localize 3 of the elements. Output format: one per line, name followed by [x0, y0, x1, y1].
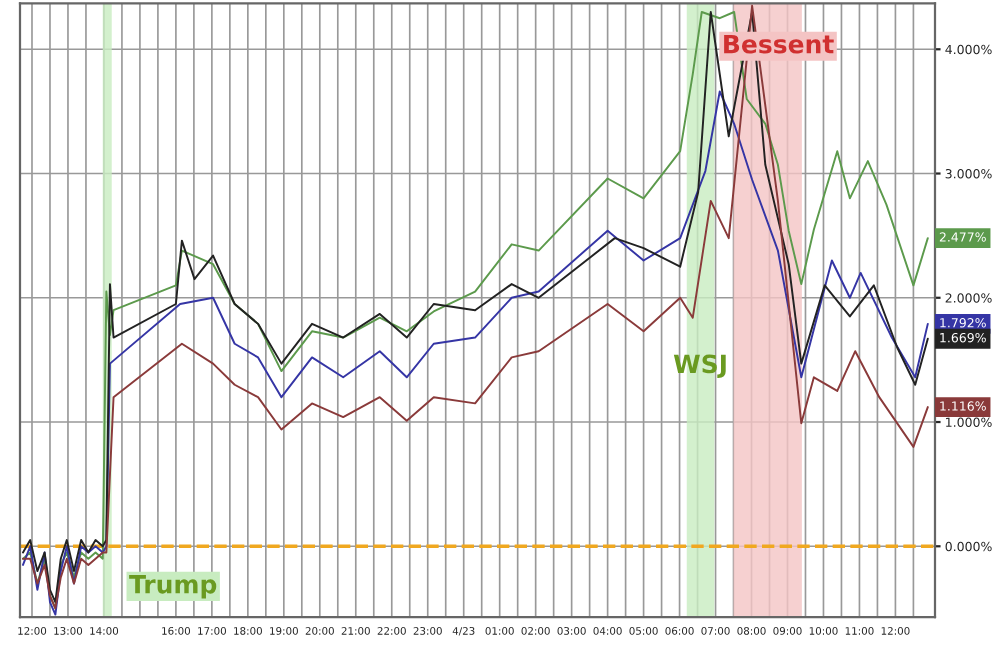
band-label: WSJ: [673, 354, 726, 379]
band-label: Trump: [129, 575, 217, 599]
band-label: Bessent: [724, 34, 834, 54]
